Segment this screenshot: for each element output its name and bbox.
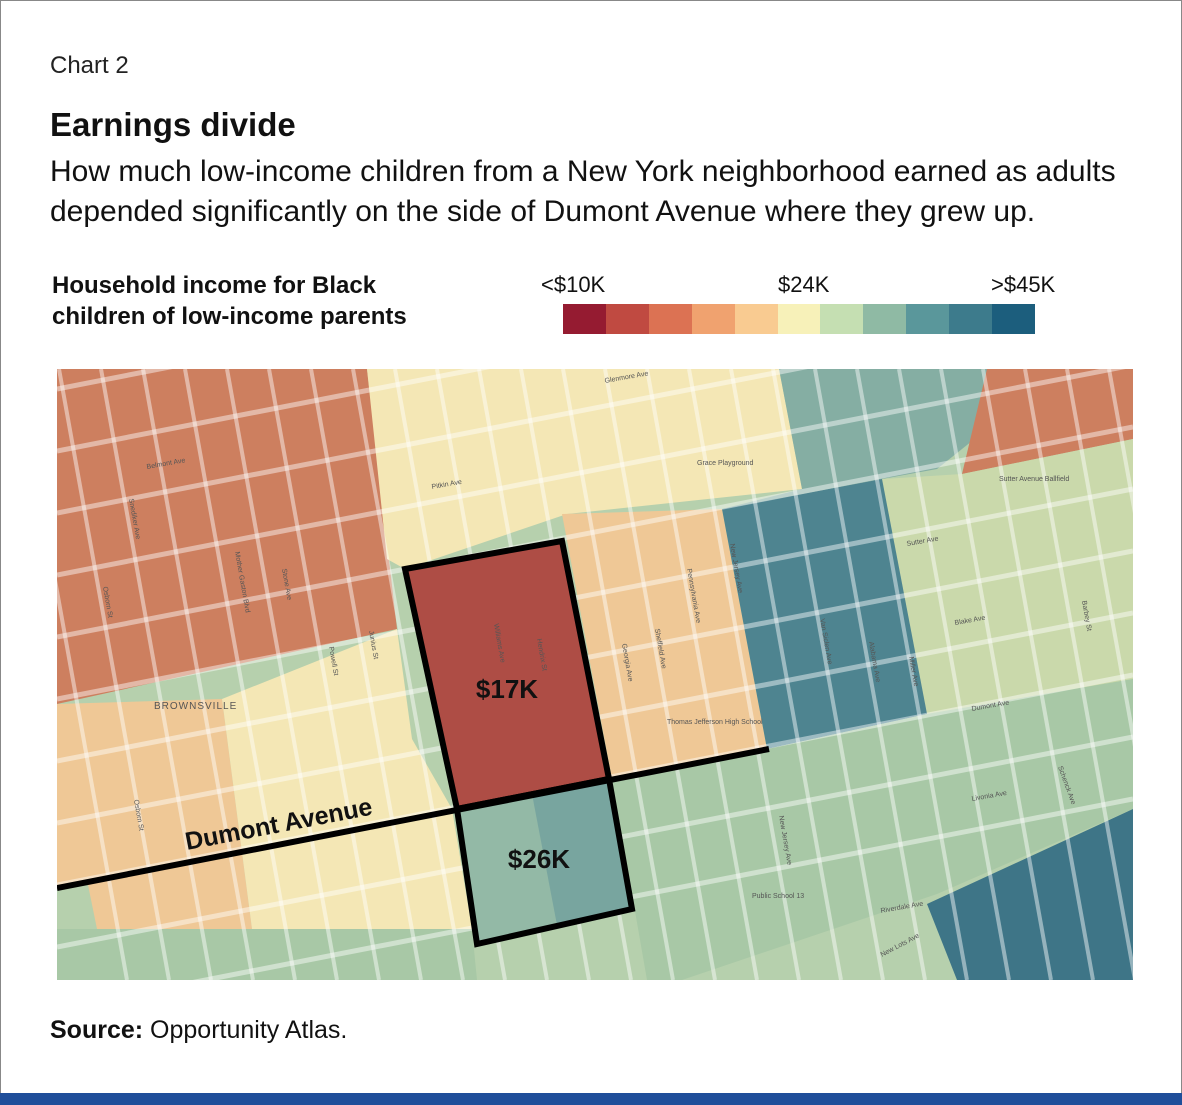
street-label: Powell St: [327, 646, 339, 676]
street: [1107, 369, 1133, 514]
tract-central-east: [562, 509, 767, 779]
street: [855, 369, 969, 980]
tract-northeast: [722, 369, 987, 509]
street: [57, 424, 1133, 640]
tract-west-central: [222, 629, 472, 929]
tract-26k-east-part: [532, 779, 632, 925]
street: [1065, 369, 1133, 747]
legend-swatch-9: [906, 304, 950, 334]
street: [57, 369, 171, 980]
dumont-avenue-line: [57, 746, 770, 891]
chart-title: Earnings divide: [50, 106, 296, 143]
legend-title-line-2: children of low-income parents: [52, 303, 407, 330]
street: [99, 369, 213, 980]
street: [813, 369, 927, 980]
street: [939, 369, 1053, 980]
tract-southwest: [57, 699, 252, 929]
street: [57, 369, 1126, 578]
legend-swatch-3: [648, 304, 692, 334]
legend-swatch-8: [863, 304, 907, 334]
bottom-accent-bar: [0, 1093, 1182, 1105]
legend-swatch-6: [777, 304, 821, 334]
street: [57, 486, 1133, 702]
street-label: Thomas Jefferson High School: [667, 719, 763, 726]
legend-swatch-4: [691, 304, 735, 334]
neighborhood-label: BROWNSVILLE: [154, 701, 237, 712]
tract-brownsville-north: [57, 369, 397, 704]
street: [687, 369, 801, 980]
legend-label-high: >$45K: [991, 272, 1056, 297]
tract-south: [57, 929, 477, 980]
legend-title: Household income for Black children of l…: [52, 270, 407, 332]
subtitle-line-1: How much low-income children from a New …: [50, 155, 1116, 188]
subtitle-line-2: depended significantly on the side of Du…: [50, 195, 1036, 228]
street: [645, 369, 759, 980]
street-label: Sutter Avenue Ballfield: [999, 476, 1069, 483]
street: [981, 369, 1095, 980]
legend-swatch-1: [563, 304, 606, 334]
legend-swatch-11: [992, 304, 1035, 334]
tract-east: [882, 439, 1133, 714]
tract-far-southeast: [927, 809, 1133, 980]
street: [57, 369, 491, 454]
street: [351, 369, 465, 980]
street: [897, 369, 1011, 980]
income-map: $17K $26K Dumont Avenue BROWNSVILLE Glen…: [57, 369, 1133, 980]
street: [183, 369, 297, 980]
street: [771, 369, 885, 980]
chart-subtitle: How much low-income children from a New …: [50, 152, 1130, 232]
legend-title-line-1: Household income for Black: [52, 272, 377, 299]
value-label-26k: $26K: [508, 844, 570, 874]
source-text: Opportunity Atlas.: [143, 1016, 348, 1044]
street: [729, 369, 843, 980]
tract-dark-teal: [722, 479, 927, 749]
street-label: Grace Playground: [697, 460, 754, 467]
street: [141, 369, 255, 980]
tract-17k: [405, 541, 609, 809]
value-label-17k: $17K: [476, 674, 538, 704]
legend-label-low: <$10K: [541, 272, 606, 297]
street: [57, 369, 808, 516]
legend-color-scale: [563, 304, 1035, 334]
street: [309, 369, 423, 980]
tract-north: [367, 369, 802, 569]
street: [1023, 369, 1133, 980]
street-label: Public School 13: [752, 893, 804, 900]
source-label: Source:: [50, 1016, 144, 1044]
chart-number: Chart 2: [50, 52, 129, 79]
legend-swatch-2: [605, 304, 649, 334]
legend-label-mid: $24K: [778, 272, 830, 297]
street: [225, 369, 339, 980]
street: [57, 548, 1133, 764]
street: [561, 369, 675, 980]
legend-swatch-7: [820, 304, 864, 334]
street: [603, 369, 717, 980]
street: [267, 369, 381, 980]
legend-swatch-5: [734, 304, 778, 334]
source-note: Source: Opportunity Atlas.: [50, 1016, 347, 1045]
street-label: Junius St: [367, 630, 379, 660]
legend-swatch-10: [949, 304, 993, 334]
